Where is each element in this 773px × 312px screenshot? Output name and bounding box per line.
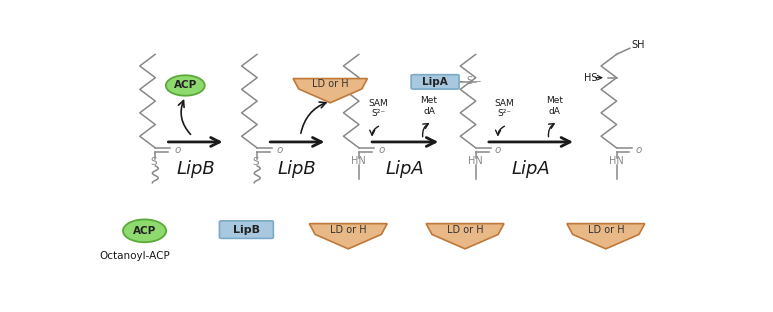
Text: HN: HN <box>468 156 483 166</box>
Text: – S –: – S – <box>459 76 481 86</box>
Text: LipA: LipA <box>386 160 424 178</box>
Text: LipB: LipB <box>233 225 260 235</box>
Text: LD or H: LD or H <box>587 225 624 235</box>
FancyBboxPatch shape <box>220 221 274 238</box>
Text: HS: HS <box>584 73 598 83</box>
Text: LD or H: LD or H <box>330 225 366 235</box>
Text: HN: HN <box>351 156 366 166</box>
Text: LD or H: LD or H <box>312 79 349 89</box>
Ellipse shape <box>166 75 205 96</box>
Text: Octanoyl-ACP: Octanoyl-ACP <box>100 251 170 261</box>
Polygon shape <box>309 224 387 249</box>
Text: ACP: ACP <box>133 226 156 236</box>
Text: o: o <box>175 145 181 155</box>
Text: SAM
S²⁻: SAM S²⁻ <box>368 99 388 118</box>
Text: LipA: LipA <box>512 160 550 178</box>
Text: Met
dA: Met dA <box>421 96 438 115</box>
Text: o: o <box>495 145 502 155</box>
Text: ACP: ACP <box>174 80 197 90</box>
Polygon shape <box>567 224 645 249</box>
Text: S: S <box>151 157 157 167</box>
Text: o: o <box>378 145 384 155</box>
Text: o: o <box>277 145 283 155</box>
Polygon shape <box>293 79 367 103</box>
Text: LipB: LipB <box>278 160 317 178</box>
FancyBboxPatch shape <box>411 75 459 89</box>
Text: SAM
S²⁻: SAM S²⁻ <box>494 99 514 118</box>
Text: Met
dA: Met dA <box>547 96 564 115</box>
Ellipse shape <box>123 219 166 242</box>
Text: S: S <box>253 157 259 167</box>
Text: LipB: LipB <box>176 160 215 178</box>
Text: HN: HN <box>609 156 624 166</box>
Text: SH: SH <box>631 40 645 50</box>
Text: o: o <box>636 145 642 155</box>
Text: LD or H: LD or H <box>447 225 483 235</box>
Polygon shape <box>426 224 504 249</box>
Text: LipA: LipA <box>422 77 448 87</box>
